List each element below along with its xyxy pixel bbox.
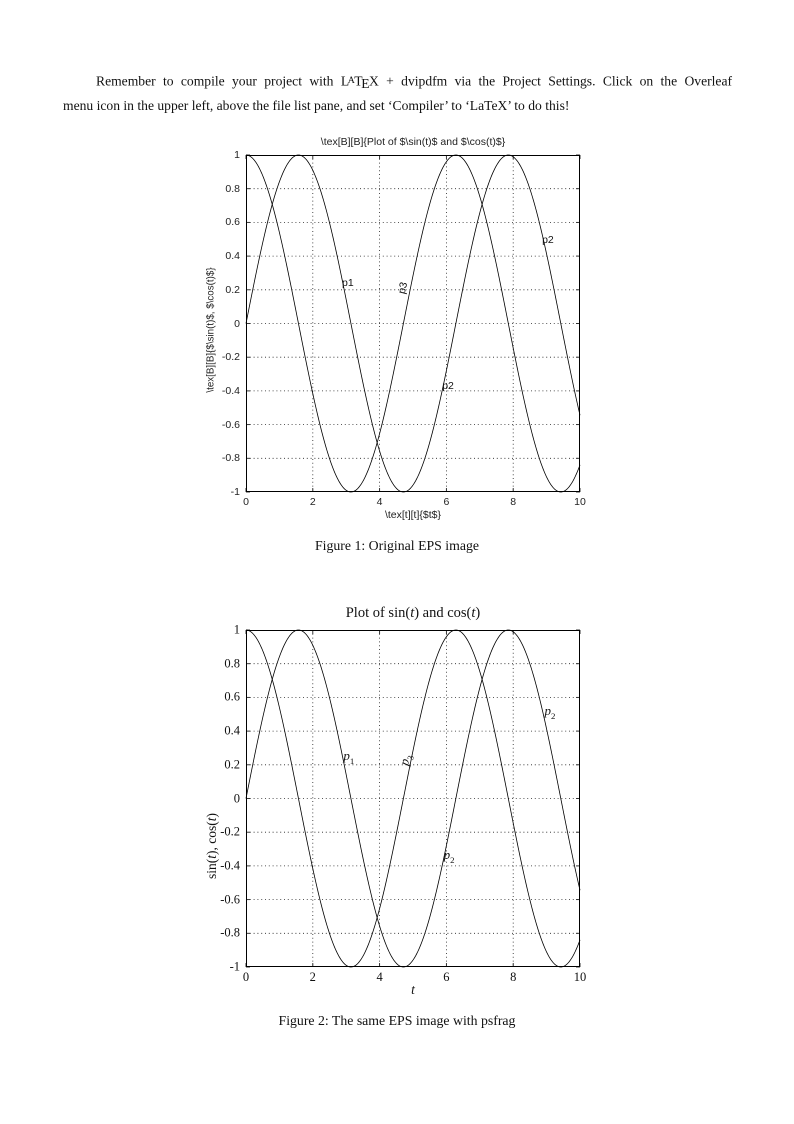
x-tick-label: 6: [443, 496, 450, 508]
x-tick-label: 2: [309, 496, 316, 508]
y-tick-label: -1: [229, 959, 240, 974]
plot-annotation: p1: [342, 277, 354, 290]
y-axis-label: sin(t), cos(t): [204, 812, 219, 879]
y-tick-label: -0.4: [220, 858, 240, 873]
x-tick-label: 8: [510, 970, 517, 984]
y-tick-label: 1: [233, 622, 240, 637]
x-tick-label: 10: [573, 970, 587, 984]
x-tick-label: 0: [242, 970, 250, 984]
y-tick-label: -0.6: [221, 418, 240, 431]
y-tick-label: 0.8: [225, 182, 240, 195]
series-cos: [245, 629, 581, 968]
plot-canvas: [245, 154, 581, 493]
y-tick-label: -0.2: [220, 824, 240, 839]
y-tick-label: -0.8: [220, 925, 240, 940]
chart-title: \tex[B][B]{Plot of $\sin(t)$ and $\cos(t…: [320, 136, 506, 148]
axes-box: [246, 630, 580, 967]
y-tick-label: 0.8: [224, 656, 240, 671]
intro-paragraph: Remember to compile your project with La…: [63, 70, 732, 117]
x-tick-label: 4: [376, 496, 383, 508]
x-tick-label: 6: [443, 970, 450, 984]
figure2-plot: Plot of sin(t) and cos(t) t sin(t), cos(t)…: [204, 605, 586, 997]
figure1-plot: \tex[B][B]{Plot of $\sin(t)$ and $\cos(t…: [206, 136, 586, 521]
plot-annotation: p2: [544, 703, 556, 721]
y-tick-label: -0.2: [221, 351, 240, 364]
figure1-caption: Figure 1: Original EPS image: [314, 538, 479, 553]
y-tick-label: 0.2: [224, 757, 240, 772]
x-tick-label: 0: [243, 496, 249, 508]
y-tick-label: -0.8: [221, 452, 240, 465]
y-tick-label: -0.6: [220, 892, 240, 907]
chart-title: Plot of sin(t) and cos(t): [345, 605, 481, 621]
x-axis-label: t: [411, 982, 415, 997]
y-tick-label: 0.2: [225, 283, 240, 296]
figure2-caption: Figure 2: The same EPS image with psfrag: [278, 1013, 516, 1028]
x-tick-label: 10: [574, 496, 586, 508]
y-tick-label: 0: [233, 791, 240, 805]
x-tick-label: 2: [309, 970, 316, 984]
x-tick-label: 4: [376, 970, 383, 984]
plot-annotation: p2: [443, 846, 455, 865]
plot-canvas: [245, 629, 581, 968]
y-tick-label: -1: [230, 486, 240, 498]
y-tick-label: 0.4: [224, 723, 240, 738]
y-tick-label: 1: [234, 149, 240, 161]
y-tick-label: 0.6: [224, 689, 240, 704]
axes-box: [246, 155, 580, 492]
x-tick-label: 8: [510, 496, 517, 508]
y-tick-label: -0.4: [221, 384, 240, 397]
y-tick-label: 0.4: [225, 250, 240, 263]
y-tick-label: 0: [234, 317, 240, 330]
plot-annotation: p1: [343, 748, 355, 766]
y-axis-label: \tex[B][B]{$\sin(t)$, $\cos(t)$}: [205, 267, 217, 393]
x-axis-label: \tex[t][t]{$t$}: [384, 509, 442, 521]
y-tick-label: 0.6: [225, 216, 240, 229]
plot-annotation: p2: [542, 233, 554, 246]
plot-annotation: p2: [442, 379, 454, 392]
series-cos: [245, 154, 581, 493]
intro-line-2: menu icon in the upper left, above the f…: [63, 98, 570, 114]
intro-line-1: Remember to compile your project with La…: [96, 73, 733, 92]
